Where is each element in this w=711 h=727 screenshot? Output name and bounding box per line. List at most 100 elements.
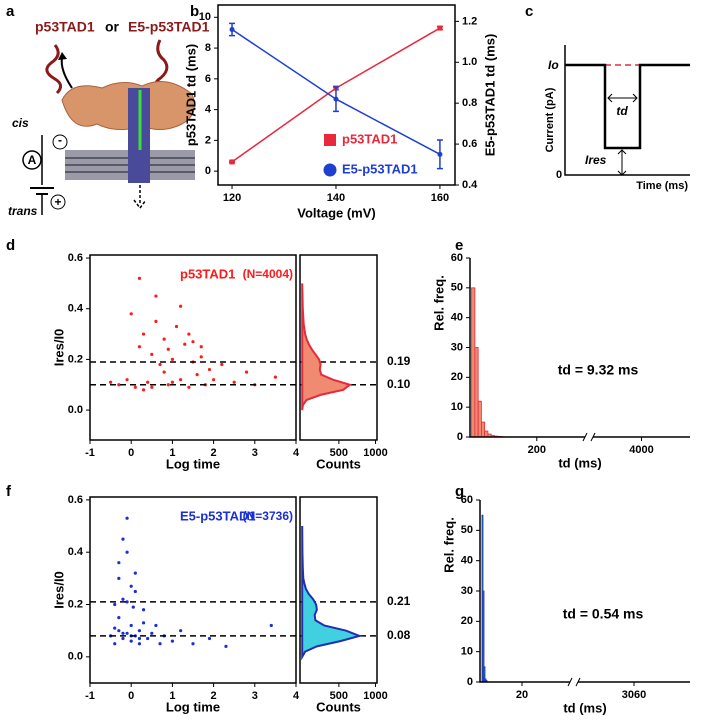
point [150, 352, 154, 356]
x-tick-label: 0 [128, 690, 134, 702]
point [133, 589, 137, 594]
point [137, 642, 142, 646]
peptide [45, 44, 62, 95]
y-tick-label: 20 [451, 371, 463, 383]
y-tick-label: 30 [451, 341, 463, 353]
y-tick-label: 1.2 [462, 15, 477, 27]
y-tick-label: 10 [461, 646, 473, 658]
electrode-sign: + [54, 195, 61, 209]
point [199, 345, 203, 349]
reference-label: 0.10 [387, 377, 411, 391]
y-tick-label: 0.6 [462, 138, 477, 150]
y-tick-label: 0.6 [68, 252, 83, 264]
y-tick-label: 0.4 [68, 303, 84, 315]
point [133, 385, 137, 389]
point [125, 516, 129, 520]
series-label: p53TAD1 [180, 266, 235, 281]
x-tick-label: -1 [85, 447, 95, 459]
x-tick-label: 200 [528, 444, 546, 456]
point [269, 623, 273, 628]
x-tick-label: 4 [293, 690, 300, 702]
point [170, 357, 174, 362]
y-tick-label: 10 [199, 11, 211, 23]
y-tick-label: 0.4 [462, 179, 478, 191]
x-axis-label: td (ms) [558, 455, 601, 470]
x-axis-label: Time (ms) [636, 180, 688, 192]
axes [479, 500, 690, 683]
x-axis-label: Voltage (mV) [297, 205, 376, 220]
y-axis-label: p53TAD1 td (ms) [183, 44, 198, 146]
point [125, 550, 129, 554]
x-tick-label: 1000 [363, 690, 387, 702]
x-tick-label: 1000 [363, 447, 387, 459]
plot-frame [217, 4, 456, 186]
open-level-label: Io [548, 58, 559, 72]
legend-marker [324, 134, 336, 146]
dwell-label: td [616, 104, 628, 118]
point [141, 621, 146, 625]
point [183, 342, 187, 346]
y-tick-label: 60 [461, 494, 473, 506]
point [133, 571, 137, 575]
x-tick-label: 2 [211, 447, 217, 459]
y-tick-label: 0.2 [68, 353, 83, 365]
point [146, 380, 150, 384]
point [154, 623, 158, 628]
point [158, 642, 162, 646]
axes [564, 45, 690, 176]
y-tick-label: 0 [205, 165, 211, 177]
y-tick-label: 20 [461, 615, 473, 627]
x-tick-label: 20 [516, 689, 528, 701]
point [121, 636, 125, 641]
y-tick-label: 40 [451, 312, 463, 324]
y-axis-label: Rel. freq. [441, 517, 456, 573]
point [129, 584, 133, 588]
point [162, 337, 166, 341]
y-tick-label: 30 [461, 585, 473, 597]
x-tick-label: 120 [223, 192, 241, 204]
point [179, 629, 183, 633]
axes [469, 258, 690, 438]
residual-arrow [617, 149, 627, 176]
x-tick-label: 3060 [622, 689, 646, 701]
y-tick-label: 0.0 [68, 651, 83, 663]
x-tick-label: 1 [169, 447, 175, 459]
x-axis-label: Counts [316, 456, 361, 471]
x-axis-label: Log time [166, 699, 220, 714]
point [207, 367, 212, 372]
point [150, 385, 154, 389]
density-area [301, 283, 353, 411]
count-label: (N=4004) [243, 267, 293, 281]
point [129, 639, 133, 643]
axis-break [567, 677, 581, 687]
point [131, 605, 135, 609]
marker [437, 151, 443, 157]
point [191, 340, 195, 344]
point [117, 629, 121, 633]
current-trace-diagram: Io td Ires Current (pA) Time (ms) 0 [544, 45, 690, 192]
y-tick-label: 4 [205, 104, 212, 116]
point [166, 347, 170, 351]
panel-letter: b [190, 3, 199, 20]
point [141, 388, 146, 392]
point [224, 644, 228, 648]
point [141, 332, 146, 336]
panel-letter: g [455, 483, 464, 500]
point [113, 602, 117, 607]
count-label: (N=3736) [243, 509, 293, 523]
point [141, 608, 146, 612]
point [125, 631, 129, 635]
density-area [301, 526, 363, 661]
y-tick-label: 60 [451, 252, 463, 264]
y-tick-label: 50 [461, 524, 473, 536]
panel-letter: a [6, 3, 15, 20]
x-tick-label: 160 [431, 192, 449, 204]
point [244, 370, 249, 374]
panel-letter: f [6, 483, 12, 500]
connector-label: or [105, 19, 120, 35]
point [125, 600, 129, 604]
point [121, 597, 125, 601]
point [174, 324, 179, 329]
y-axis-label: Ires/I0 [51, 571, 66, 609]
